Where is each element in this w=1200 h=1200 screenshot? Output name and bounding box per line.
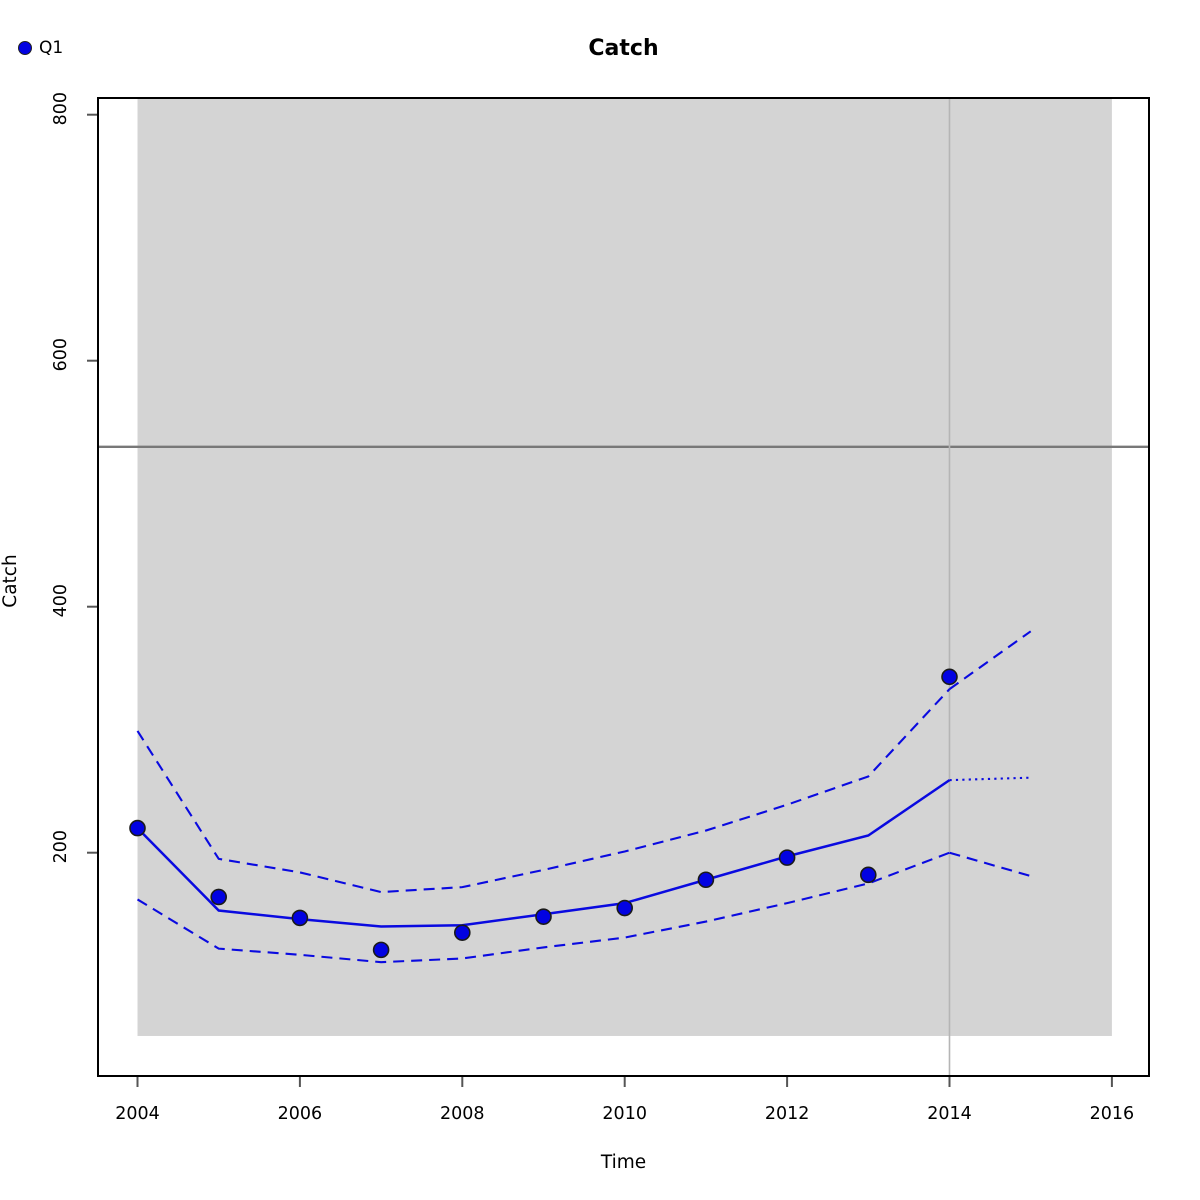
x-tick-label: 2006 (278, 1104, 323, 1124)
y-tick-label: 800 (51, 92, 71, 125)
x-axis-title: Time (600, 1152, 646, 1173)
data-point (372, 941, 390, 959)
x-tick-label: 2012 (765, 1104, 810, 1124)
legend-marker-icon (18, 41, 32, 55)
x-tick-label: 2010 (602, 1104, 647, 1124)
plot-border (97, 97, 1150, 1077)
data-point (291, 909, 309, 927)
data-point (210, 888, 227, 906)
data-point (453, 924, 471, 941)
data-point (616, 899, 634, 917)
lower-confidence-band-line (136, 851, 950, 964)
data-point (859, 866, 877, 884)
forecast-lower-line (949, 851, 1031, 878)
upper-confidence-band-line (136, 688, 951, 894)
y-tick-label: 600 (51, 338, 71, 371)
x-tick-label: 2008 (440, 1104, 485, 1124)
y-tick-label: 400 (51, 584, 71, 617)
legend-label: Q1 (39, 38, 64, 58)
shaded-region (137, 99, 1112, 1036)
data-point (941, 668, 958, 686)
legend: Q1 (18, 38, 63, 58)
y-axis-title: Catch (0, 554, 21, 607)
data-point (129, 819, 146, 837)
x-tick-label: 2016 (1090, 1104, 1135, 1124)
x-tick-label: 2004 (115, 1104, 160, 1124)
forecast-fit-line (949, 776, 1031, 782)
data-point (778, 849, 796, 866)
x-tick-label: 2014 (927, 1104, 972, 1124)
data-point (535, 908, 552, 925)
chart-title: Catch (588, 36, 659, 61)
y-tick-label: 200 (51, 830, 71, 863)
data-point (697, 871, 715, 889)
